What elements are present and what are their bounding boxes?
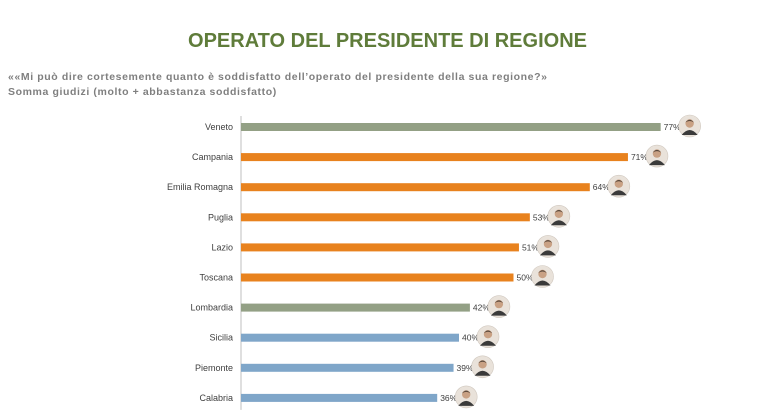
value-label: 40%	[462, 333, 479, 343]
bar	[241, 273, 514, 282]
category-label: Toscana	[199, 273, 233, 283]
category-label: Piemonte	[195, 363, 233, 373]
bar	[241, 393, 438, 402]
president-photo-icon	[454, 385, 478, 409]
value-label: 50%	[517, 273, 534, 283]
president-photo-icon	[547, 205, 571, 228]
president-photo-icon	[487, 295, 511, 318]
bar-row: Emilia Romagna 64%	[167, 174, 631, 198]
category-label: Veneto	[205, 122, 233, 132]
category-label: Campania	[192, 152, 233, 162]
president-photo-icon	[678, 114, 701, 138]
chart-title: OPERATO DEL PRESIDENTE DI REGIONE	[188, 30, 587, 52]
category-label: Sicilia	[209, 333, 233, 343]
category-label: Lombardia	[190, 303, 233, 313]
bar	[241, 363, 454, 372]
bar-row: Puglia 53%	[208, 205, 571, 228]
value-label: 71%	[631, 152, 648, 162]
value-label: 36%	[440, 393, 457, 403]
survey-question: ««Mi può dire cortesemente quanto è sodd…	[8, 71, 548, 83]
category-label: Emilia Romagna	[167, 182, 233, 192]
president-photo-icon	[471, 355, 494, 379]
bar-row: Sicilia 40%	[209, 325, 500, 349]
value-label: 39%	[457, 363, 474, 373]
value-label: 77%	[664, 122, 681, 132]
value-label: 42%	[473, 303, 490, 313]
bar-row: Calabria 36%	[199, 385, 478, 409]
category-label: Puglia	[208, 212, 233, 222]
bar-row: Piemonte 39%	[195, 355, 494, 379]
bar	[241, 183, 590, 192]
chart-subtitle: ««Mi può dire cortesemente quanto è sodd…	[8, 70, 548, 100]
president-photo-icon	[607, 174, 631, 198]
bar	[241, 153, 628, 162]
president-photo-icon	[531, 265, 554, 288]
bar-row: Lombardia 42%	[190, 295, 511, 318]
category-label: Lazio	[211, 242, 233, 252]
bar	[241, 333, 459, 342]
bar-row: Veneto 77%	[205, 114, 701, 138]
bar	[241, 123, 661, 131]
value-label: 51%	[522, 242, 539, 252]
bar-row: Lazio 51%	[211, 235, 560, 258]
president-photo-icon	[536, 235, 560, 258]
bar-row: Campania 71%	[192, 144, 669, 168]
bar	[241, 213, 530, 222]
bar-row: Toscana 50%	[199, 265, 554, 288]
value-label: 64%	[593, 182, 610, 192]
value-label: 53%	[533, 212, 550, 222]
category-label: Calabria	[199, 393, 233, 403]
bar	[241, 243, 519, 252]
survey-measure: Somma giudizi (molto + abbastanza soddis…	[8, 86, 277, 98]
president-photo-icon	[476, 325, 500, 349]
president-photo-icon	[645, 144, 669, 168]
bar	[241, 303, 470, 312]
